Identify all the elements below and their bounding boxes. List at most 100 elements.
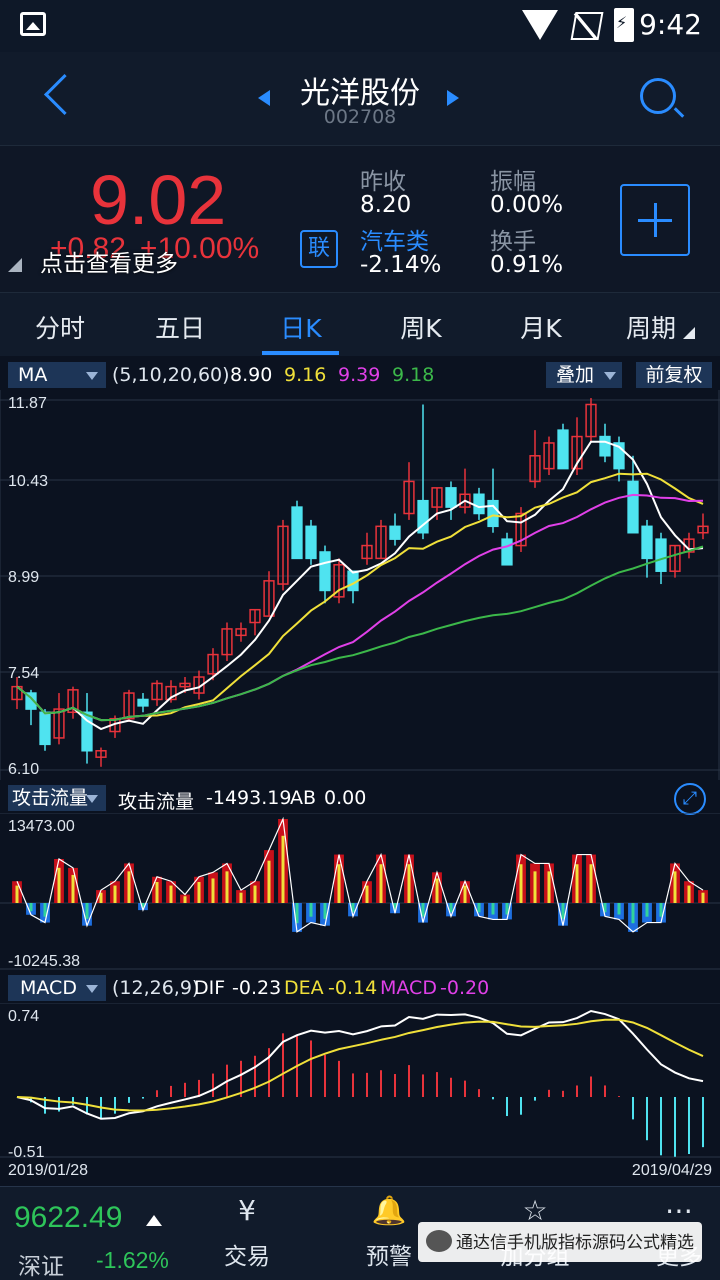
gallery-icon [20, 12, 46, 36]
flow-axis-top: 13473.00 [8, 818, 75, 835]
candle-up [235, 628, 247, 637]
ma20-value: 9.39 [338, 364, 381, 386]
ma-selector[interactable]: MA [8, 362, 106, 388]
sector-label[interactable]: 汽车类 [360, 229, 429, 255]
candle-down [137, 698, 149, 707]
flow-inner-bar [351, 903, 355, 913]
flow-inner-bar [113, 885, 117, 903]
more-tip[interactable]: 点击查看更多 [40, 251, 178, 277]
candlestick-chart[interactable]: 11.87 10.43 8.99 7.54 6.10 [0, 390, 720, 780]
ma-params: (5,10,20,60) [112, 364, 230, 386]
price-axis-2: 10.43 [8, 473, 48, 490]
ma10-value: 9.16 [284, 364, 327, 386]
watermark: 通达信手机版指标源码公式精选 [418, 1222, 702, 1262]
candle-down [473, 493, 485, 515]
candle-down [445, 487, 457, 508]
macd-chart[interactable]: 0.74 -0.51 2019/01/28 2019/04/29 [0, 1003, 720, 1183]
flow-inner-bar [71, 874, 75, 903]
corner-arrow-icon[interactable] [8, 258, 22, 272]
index-change[interactable]: -1.62% [96, 1247, 169, 1273]
flow-inner-bar [379, 864, 383, 903]
flow-inner-bar [197, 882, 201, 903]
bell-icon: 🔔 [371, 1194, 407, 1227]
flow-inner-bar [141, 903, 145, 908]
flow-inner-bar [547, 871, 551, 903]
candle-down [557, 429, 569, 470]
add-watchlist-button[interactable] [620, 184, 690, 256]
dea-value: -0.14 [328, 977, 378, 999]
candle-up [53, 708, 65, 739]
flow-inner-bar [491, 903, 495, 915]
flow-inner-bar [393, 903, 397, 911]
flow-inner-bar [127, 871, 131, 903]
tab-monthly-k[interactable]: 月K [520, 314, 562, 343]
candle-up [193, 676, 205, 694]
tab-five-day[interactable]: 五日 [154, 314, 205, 343]
link-button[interactable]: 联 [300, 230, 338, 268]
search-icon[interactable] [640, 78, 676, 114]
wechat-icon [426, 1230, 452, 1252]
price-change: +0.82 +10.00% [50, 232, 259, 266]
flow-inner-bar [323, 903, 327, 919]
candle-up [221, 628, 233, 656]
prev-close-value: 8.20 [360, 192, 412, 218]
amplitude-label: 振幅 [490, 169, 536, 195]
flow-inner-bar [57, 867, 61, 903]
candle-up [67, 689, 79, 714]
stock-code: 002708 [323, 106, 397, 128]
flow-histogram[interactable]: 13473.00 -10245.38 [0, 813, 720, 970]
candle-down [501, 538, 513, 566]
macd-indicator-bar: MACD (12,26,9) DIF -0.23 DEA -0.14 MACD … [0, 973, 720, 1003]
flow-inner-bar [281, 835, 285, 903]
nav-trade[interactable]: ¥ 交易 [192, 1193, 302, 1271]
tab-intraday[interactable]: 分时 [34, 314, 85, 343]
date-end: 2019/04/29 [632, 1162, 712, 1179]
flow-inner-bar [561, 903, 565, 919]
index-name[interactable]: 深证 [18, 1254, 64, 1280]
flow-line [16, 816, 704, 933]
expand-icon[interactable]: ⤢ [674, 783, 706, 815]
flow-inner-bar [645, 903, 649, 917]
tab-daily-k[interactable]: 日K [280, 314, 322, 343]
tab-period[interactable]: 周期 [625, 314, 676, 343]
battery-charging-icon [614, 8, 634, 42]
candle-down [305, 525, 317, 560]
bottom-nav: 9622.49 深证 -1.62% ¥ 交易 🔔 预警 ☆ 加分组 ⋯ 更多 [0, 1186, 720, 1280]
previous-stock-icon[interactable] [258, 90, 270, 106]
candle-down [25, 692, 37, 710]
candle-up [431, 487, 443, 508]
candle-up [697, 525, 709, 534]
change-percent: +10.00% [139, 232, 260, 265]
index-value[interactable]: 9622.49 [14, 1201, 123, 1234]
adjust-button[interactable]: 前复权 [636, 362, 712, 388]
ma60-value: 9.18 [392, 364, 435, 386]
candle-up [123, 692, 135, 720]
overlay-button[interactable]: 叠加 [546, 362, 622, 388]
ab-value: 0.00 [324, 787, 367, 809]
price-axis-top: 11.87 [8, 395, 47, 412]
macd-selector[interactable]: MACD [8, 975, 106, 1001]
index-up-arrow-icon[interactable] [146, 1215, 162, 1226]
period-dropdown-icon[interactable] [683, 327, 695, 339]
candle-down [81, 711, 93, 752]
candle-up [543, 442, 555, 470]
candle-up [515, 512, 527, 547]
flow-inner-bar [29, 903, 33, 912]
tab-weekly-k[interactable]: 周K [400, 314, 442, 343]
quote-panel: 9.02 +0.82 +10.00% 点击查看更多 联 昨收 8.20 汽车类 -… [0, 146, 720, 292]
dif-label: DIF [194, 977, 226, 999]
nav-alert[interactable]: 🔔 预警 [334, 1193, 444, 1271]
flow-inner-bar [169, 885, 173, 903]
flow-inner-bar [687, 885, 691, 903]
date-start: 2019/01/28 [8, 1162, 88, 1179]
ma10-line [16, 472, 704, 722]
next-stock-icon[interactable] [447, 90, 459, 106]
macd-value: -0.20 [440, 977, 490, 999]
prev-close-label: 昨收 [360, 169, 406, 195]
trade-icon: ¥ [238, 1194, 256, 1227]
flow-selector[interactable]: 攻击流量 [8, 785, 106, 811]
macd-params: (12,26,9) [112, 977, 200, 999]
dea-line [16, 1018, 704, 1112]
candle-down [319, 551, 331, 592]
title-bar: 光洋股份 002708 [0, 52, 720, 146]
